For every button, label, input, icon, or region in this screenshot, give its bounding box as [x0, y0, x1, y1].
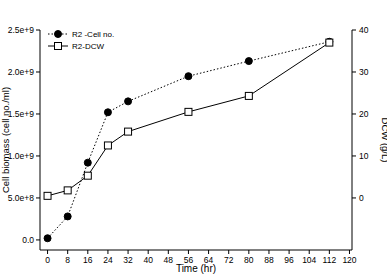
legend: R2 -Cell no. R2-DCW: [48, 30, 114, 51]
y2-tick-label: 20: [359, 109, 369, 119]
legend-marker: [55, 31, 62, 38]
y-tick: [36, 197, 40, 198]
plot-marks: [44, 38, 333, 241]
x-tick: [47, 250, 48, 254]
y-axis: [40, 30, 41, 250]
x-tick: [248, 250, 249, 254]
y2-tick: [352, 30, 356, 31]
chart: 0816243240485664728088961041121200.05.0e…: [0, 0, 387, 276]
x-tick-label: 40: [143, 255, 153, 265]
x-tick-label: 32: [123, 255, 133, 265]
y-tick: [36, 30, 40, 31]
y-tick: [36, 155, 40, 156]
x-tick: [208, 250, 209, 254]
legend-label: R2-DCW: [72, 42, 104, 51]
y2-tick-label: 30: [359, 67, 369, 77]
x-tick: [289, 250, 290, 254]
y-tick-label: 1.5e+9: [8, 109, 35, 119]
point: [64, 187, 71, 194]
x-tick: [168, 250, 169, 254]
point: [44, 235, 51, 242]
y-tick: [36, 71, 40, 72]
x-tick-label: 80: [244, 255, 254, 265]
point: [84, 172, 91, 179]
x-tick-label: 104: [302, 255, 316, 265]
y2-tick: [352, 155, 356, 156]
x-axis: [40, 250, 352, 251]
point: [104, 142, 111, 149]
y2-axis-label: DCW (g/L): [380, 118, 387, 163]
series-line: [48, 43, 330, 196]
x-tick: [349, 250, 350, 254]
point: [245, 58, 252, 65]
x-tick-label: 112: [323, 255, 337, 265]
x-tick: [188, 250, 189, 254]
x-tick: [148, 250, 149, 254]
y-tick: [36, 113, 40, 114]
y2-tick-label: 40: [359, 25, 369, 35]
x-tick-label: 96: [284, 255, 294, 265]
y2-tick-label: 10: [359, 151, 369, 161]
y-tick-label: 2.5e+9: [8, 25, 35, 35]
point: [326, 39, 333, 46]
x-tick: [309, 250, 310, 254]
y2-tick: [352, 71, 356, 72]
point: [125, 128, 132, 135]
x-tick: [268, 250, 269, 254]
point: [326, 38, 333, 45]
point: [185, 73, 192, 80]
series-line: [48, 42, 330, 238]
x-tick: [67, 250, 68, 254]
x-tick-label: 0: [45, 255, 50, 265]
x-tick: [107, 250, 108, 254]
y-tick: [36, 239, 40, 240]
point: [245, 92, 252, 99]
x-tick: [228, 250, 229, 254]
x-axis-label: Time (hr): [176, 263, 216, 274]
y2-tick: [352, 197, 356, 198]
x-tick-label: 48: [164, 255, 174, 265]
x-tick: [329, 250, 330, 254]
y2-axis: [352, 30, 353, 250]
point: [125, 98, 132, 105]
point: [84, 159, 91, 166]
y2-tick-label: 0: [359, 193, 364, 203]
y-axis-label: Cell biomass (cell no./ml): [0, 87, 11, 193]
x-tick-label: 72: [224, 255, 234, 265]
legend-marker: [55, 43, 62, 50]
y-tick-label: 2.0e+9: [8, 67, 35, 77]
x-tick: [128, 250, 129, 254]
x-tick-label: 16: [83, 255, 93, 265]
x-tick: [87, 250, 88, 254]
y-tick-label: 5.0e+8: [8, 193, 35, 203]
y-tick-label: 1.0e+9: [8, 151, 35, 161]
point: [64, 213, 71, 220]
point: [185, 108, 192, 115]
y2-tick: [352, 113, 356, 114]
x-tick-label: 24: [103, 255, 113, 265]
x-tick-label: 120: [342, 255, 356, 265]
point: [44, 192, 51, 199]
x-tick-label: 88: [264, 255, 274, 265]
legend-label: R2 -Cell no.: [72, 30, 114, 39]
y-tick-label: 0.0: [22, 235, 34, 245]
x-tick-label: 8: [65, 255, 70, 265]
point: [104, 109, 111, 116]
